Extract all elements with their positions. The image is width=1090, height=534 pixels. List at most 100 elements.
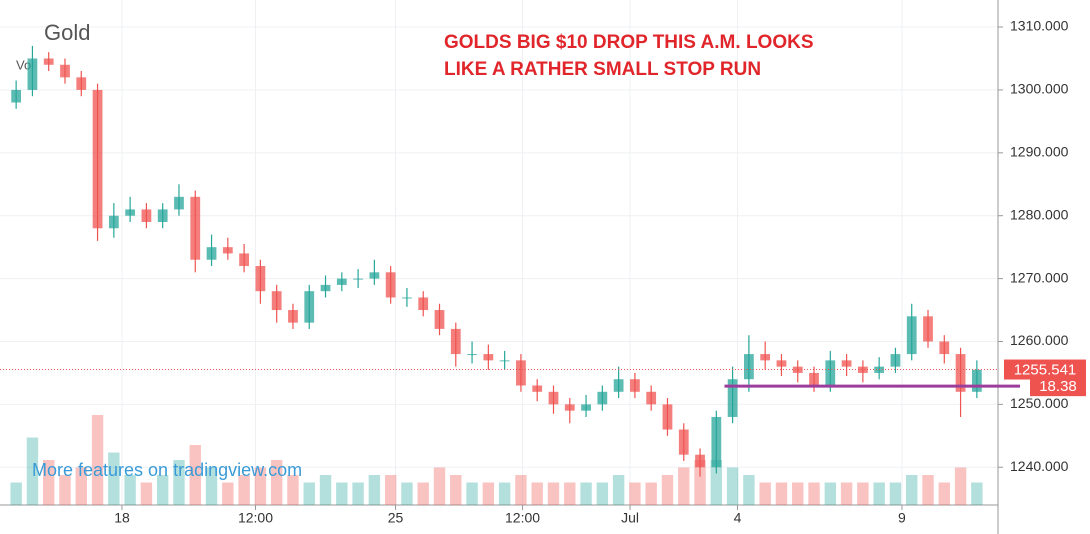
volume-bar [792,482,804,505]
candle-body [825,360,836,386]
y-tick-label: 1310.000 [1010,18,1069,34]
candle-body [532,385,543,392]
annotation: LIKE A RATHER SMALL STOP RUN [444,59,761,80]
candle-body [939,341,950,355]
volume-bar [59,475,71,505]
candle-body [695,454,705,468]
candle-body [857,366,868,373]
background [0,0,998,505]
volume-bar [384,475,397,505]
candle-body [157,209,168,222]
candle-body [141,209,152,222]
candle-body [809,372,819,386]
volume-bar [205,467,218,505]
volume-bar [75,467,87,505]
volume-bar [108,452,120,505]
volume-bar [319,475,332,505]
candle-body [11,89,22,103]
candle-body [499,360,510,362]
candle-body [271,291,282,311]
volume-bar [857,482,869,505]
candle-body [711,416,722,468]
volume-bar [824,482,837,505]
volume-bar [678,467,690,505]
x-tick-label: 18 [114,510,130,526]
volume-bar [482,482,495,505]
volume-bar [26,437,39,505]
candle-body [581,404,591,411]
volume-bar [498,482,511,505]
candle-body [336,278,347,285]
chart-title: Gold [44,20,90,45]
volume-bar [515,475,527,505]
candle-body [727,379,738,417]
volume-bar [580,482,592,505]
volume-bar [287,475,299,505]
candle-body [92,89,103,229]
volume-bar [91,415,104,505]
candle-body [467,354,477,356]
annotation: GOLDS BIG $10 DROP THIS A.M. LOOKS [444,32,814,53]
candle-body [125,209,136,216]
volume-bar [661,475,674,505]
volume-bar [564,482,576,505]
candle-body [206,247,217,260]
candle-body [516,360,526,386]
y-tick-label: 1250.000 [1010,395,1069,411]
candle-body [385,272,396,298]
volume-bar [466,482,478,505]
candle-body [222,247,233,254]
candle-body [450,328,461,355]
candle-body [792,366,803,373]
volume-bar [726,467,739,505]
volume-bar [694,460,706,505]
candle-body [483,354,494,361]
candle-body [678,429,689,455]
volume-bar [840,482,853,505]
volume-bar [124,475,136,505]
y-tick-label: 1270.000 [1010,269,1069,285]
candle-body [108,215,119,229]
volume-bar [759,482,771,505]
candle-body [841,360,852,367]
candle-body [613,379,624,392]
x-tick-label: 4 [734,510,742,526]
candle-body [662,404,673,430]
volume-bar [971,482,983,505]
volume-bar [531,482,543,505]
candle-body [239,253,249,267]
candle-body [353,278,363,280]
candle-body [76,77,87,90]
candle-body [890,354,901,367]
volume-bar [922,475,934,505]
candle-body [744,354,754,380]
y-tick-label: 1260.000 [1010,332,1069,348]
volume-bar [140,482,153,505]
x-tick-label: Jul [621,510,639,526]
volume-bar [873,482,885,505]
y-tick-label: 1300.000 [1010,81,1069,97]
y-tick-label: 1290.000 [1010,144,1069,160]
candle-body [923,316,933,342]
volume-bar [43,460,55,505]
volume-bar [808,482,820,505]
volume-bar [401,482,413,505]
candle-body [564,404,575,411]
volume-bar [938,482,950,505]
candle-body [402,297,412,299]
watermark: More features on tradingview.com [32,460,302,480]
candle-body [646,391,657,405]
volume-bar [336,482,348,505]
volume-bar [596,482,609,505]
candle-body [60,64,70,78]
volume-bar [629,482,641,505]
volume-bar [238,475,250,505]
candle-body [190,196,201,260]
candle-body [43,58,54,65]
volume-bar [612,475,625,505]
volume-bar [645,482,657,505]
y-tick-label: 1240.000 [1010,458,1069,474]
candle-body [760,354,771,361]
candle-body [320,284,331,292]
candle-body [776,360,787,367]
